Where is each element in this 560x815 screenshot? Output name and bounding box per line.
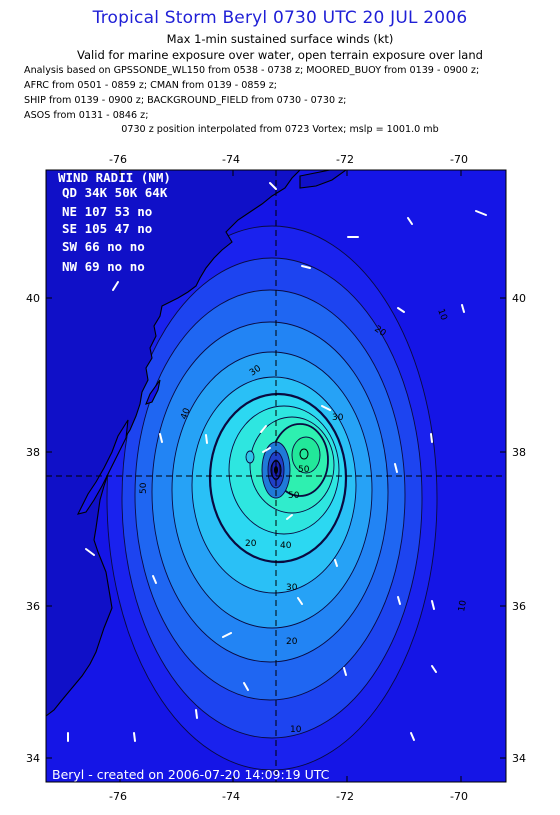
ob-marker [222, 632, 232, 638]
axis-ticks [46, 170, 506, 782]
wind-radii-header: QD 34K 50K 64K [62, 185, 168, 200]
ob-marker [397, 307, 405, 313]
ob-marker [260, 425, 267, 433]
wind-radii-row: SE 105 47 no [62, 221, 152, 236]
ob-marker [410, 732, 415, 741]
ob-marker [85, 548, 95, 556]
map-subtitle: Max 1-min sustained surface winds (kt) [166, 32, 394, 46]
land-mainland [46, 170, 301, 717]
band-60kt [291, 436, 321, 474]
ob-marker [394, 463, 398, 473]
contour-label: 50 [298, 465, 310, 475]
ob-marker [321, 405, 331, 411]
ob-marker [475, 210, 487, 216]
wind-radii-row: NE 107 53 no [62, 204, 152, 219]
ob-marker [195, 709, 198, 719]
position-note: 0730 z position interpolated from 0723 V… [121, 124, 439, 135]
ob-marker [159, 433, 163, 443]
analysis-line-4: ASOS from 0131 - 0846 z; [24, 110, 149, 121]
ob-marker [133, 732, 136, 742]
map-frame [45, 169, 507, 783]
observation-markers [67, 182, 487, 742]
ob-marker [243, 682, 249, 691]
lon-label-bottom: -70 [450, 790, 468, 803]
wind-radii-table: WIND RADII (NM) QD 34K 50K 64K NE 107 53… [58, 170, 171, 274]
minor-contour [245, 450, 255, 464]
ob-marker [262, 447, 271, 453]
lat-label-left: 38 [26, 446, 40, 459]
ob-marker [152, 575, 157, 584]
contour-label: 50 [139, 482, 149, 494]
lon-label-top: -76 [109, 153, 127, 166]
wind-radii-title: WIND RADII (NM) [58, 170, 171, 185]
analysis-line-2: AFRC from 0501 - 0859 z; CMAN from 0139 … [24, 80, 278, 91]
ob-marker [407, 217, 413, 225]
contour-label: 40 [179, 407, 192, 421]
ob-marker [301, 265, 311, 269]
coastline [46, 170, 347, 717]
ob-marker [431, 600, 435, 610]
ob-marker [461, 304, 465, 313]
contour-label: 10 [435, 308, 448, 322]
ob-marker [334, 559, 338, 567]
ob-marker [343, 667, 347, 676]
lat-label-left: 36 [26, 600, 40, 613]
creation-credit: Beryl - created on 2006-07-20 14:09:19 U… [52, 767, 330, 782]
ob-marker [269, 182, 277, 190]
map-title: Tropical Storm Beryl 0730 UTC 20 JUL 200… [92, 8, 468, 28]
contour-label: 50 [288, 491, 300, 501]
delaware-bay [145, 379, 161, 405]
validity-note: Valid for marine exposure over water, op… [77, 48, 483, 62]
lat-label-left: 40 [26, 292, 40, 305]
contour-label: 10 [457, 599, 469, 612]
wind-radii-row: NW 69 no no [62, 259, 145, 274]
storm-center-crosshair [46, 170, 506, 782]
lon-label-bottom: -76 [109, 790, 127, 803]
lat-label-right: 38 [512, 446, 526, 459]
contour-label: 30 [286, 583, 298, 593]
contour-label: 30 [332, 413, 344, 423]
analysis-line-1: Analysis based on GPSSONDE_WL150 from 05… [24, 65, 480, 76]
wind-contour-bands [106, 225, 438, 771]
chesapeake-bay [76, 419, 129, 515]
lat-label-right: 40 [512, 292, 526, 305]
lat-label-left: 34 [26, 752, 40, 765]
map-plot-area: 10 20 30 40 50 10 20 30 40 50 10 20 30 5… [46, 170, 506, 782]
wind-radii-row: SW 66 no no [62, 239, 145, 254]
storm-center-symbol [270, 448, 309, 480]
lon-label-top: -70 [450, 153, 468, 166]
ob-marker [112, 281, 119, 291]
lon-label-bottom: -72 [336, 790, 354, 803]
contour-label: 10 [290, 725, 302, 735]
lon-label-bottom: -74 [222, 790, 240, 803]
ob-marker [431, 665, 437, 673]
contour-label: 20 [286, 637, 298, 647]
ob-marker [205, 434, 208, 444]
lon-label-top: -72 [336, 153, 354, 166]
contour-label: 40 [280, 541, 292, 551]
ob-marker [286, 514, 293, 520]
contour-label: 20 [245, 539, 257, 549]
ob-marker [430, 433, 433, 443]
lat-label-right: 36 [512, 600, 526, 613]
lat-label-right: 34 [512, 752, 526, 765]
analysis-line-3: SHIP from 0139 - 0900 z; BACKGROUND_FIEL… [24, 95, 347, 106]
ob-marker [297, 597, 303, 605]
ob-marker [397, 596, 401, 605]
lon-label-top: -74 [222, 153, 240, 166]
long-island [299, 170, 347, 189]
